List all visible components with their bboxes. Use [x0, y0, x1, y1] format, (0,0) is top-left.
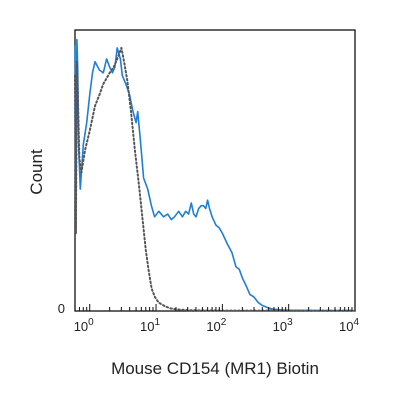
- x-tick-base: 10: [206, 319, 220, 334]
- x-tick-base: 10: [74, 319, 88, 334]
- plot-frame: [74, 29, 356, 312]
- x-tick-label: 100: [74, 317, 94, 334]
- x-tick-exponent: 1: [154, 317, 160, 328]
- x-tick-exponent: 2: [221, 317, 227, 328]
- series-line-1: [74, 38, 356, 312]
- x-tick-label: 102: [206, 317, 226, 334]
- x-tick-label: 104: [339, 317, 359, 334]
- y-tick-label: 0: [58, 301, 65, 316]
- x-tick-base: 10: [339, 319, 353, 334]
- x-axis-label: Mouse CD154 (MR1) Biotin: [111, 359, 319, 378]
- y-axis-label: Count: [27, 149, 46, 195]
- x-tick-exponent: 3: [287, 317, 293, 328]
- series-layer: [74, 38, 356, 312]
- x-tick-label: 101: [140, 317, 160, 334]
- x-tick-base: 10: [140, 319, 154, 334]
- x-tick-exponent: 0: [88, 317, 94, 328]
- x-tick-base: 10: [273, 319, 287, 334]
- series-line-2: [74, 46, 356, 312]
- x-tick-exponent: 4: [353, 317, 359, 328]
- x-tick-label: 103: [273, 317, 293, 334]
